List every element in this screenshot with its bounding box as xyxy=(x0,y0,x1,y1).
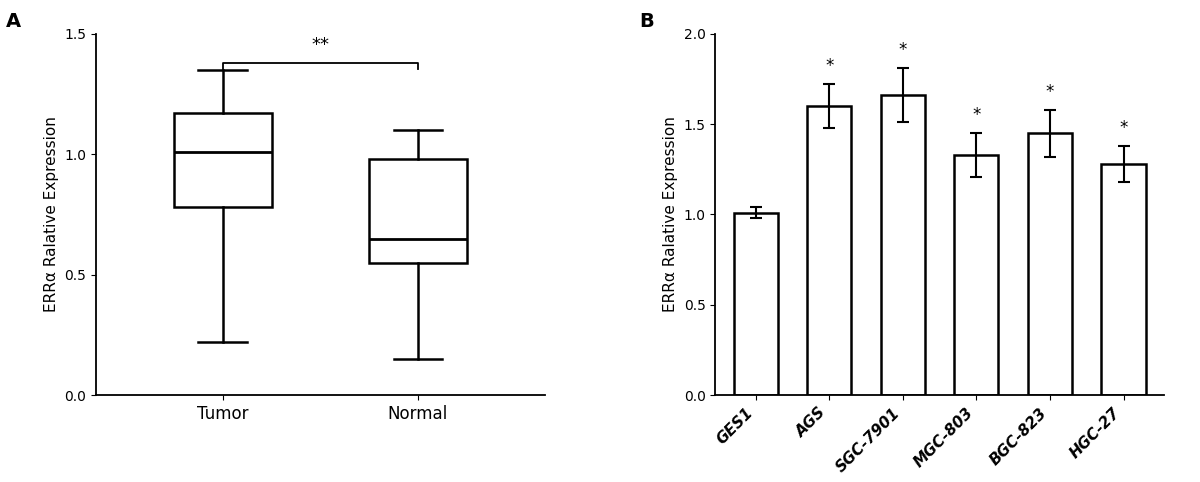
Text: *: * xyxy=(972,106,980,124)
Text: *: * xyxy=(1045,82,1054,101)
Text: B: B xyxy=(638,12,654,31)
Text: *: * xyxy=(1120,119,1128,137)
Bar xyxy=(733,213,778,395)
Text: *: * xyxy=(899,41,907,59)
Bar xyxy=(808,106,851,395)
Y-axis label: ERRα Ralative Expression: ERRα Ralative Expression xyxy=(43,117,59,312)
PathPatch shape xyxy=(174,113,271,207)
Text: A: A xyxy=(6,12,22,31)
Bar xyxy=(1102,164,1146,395)
Bar xyxy=(954,155,998,395)
PathPatch shape xyxy=(370,159,467,263)
Text: *: * xyxy=(826,57,834,75)
Bar xyxy=(1028,133,1072,395)
Y-axis label: ERRα Ralative Expression: ERRα Ralative Expression xyxy=(662,117,678,312)
Text: **: ** xyxy=(311,36,329,54)
Bar xyxy=(881,95,925,395)
